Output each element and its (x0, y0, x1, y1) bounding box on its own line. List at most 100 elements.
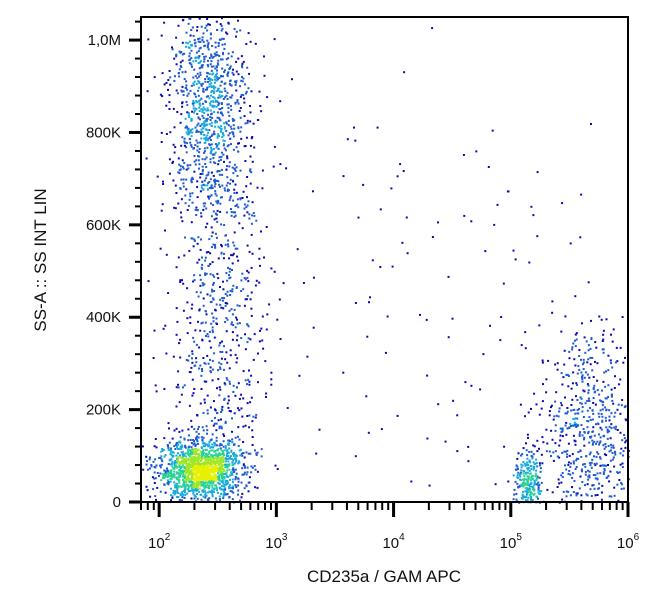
data-point (229, 354, 232, 357)
data-point (207, 131, 210, 134)
data-point (167, 422, 170, 425)
data-point (183, 486, 186, 488)
data-point (192, 491, 195, 494)
data-point (611, 451, 614, 454)
data-point (176, 490, 179, 493)
data-point (205, 118, 208, 121)
data-point (159, 490, 162, 493)
data-point (536, 171, 539, 174)
data-point (206, 64, 209, 66)
data-point (553, 415, 556, 418)
data-point (223, 297, 226, 300)
data-point (171, 437, 174, 440)
data-point (263, 256, 265, 259)
data-point (184, 87, 187, 89)
data-point (238, 110, 241, 112)
data-point (206, 486, 209, 489)
data-point (188, 55, 191, 58)
data-point (163, 21, 166, 24)
data-point (159, 247, 162, 250)
data-point (379, 208, 382, 211)
data-point (570, 387, 573, 390)
data-point (551, 311, 554, 314)
data-point (208, 197, 210, 200)
data-point (191, 353, 194, 355)
data-point (212, 320, 215, 323)
data-point (177, 72, 180, 75)
data-point (235, 454, 238, 457)
data-point (220, 306, 223, 309)
data-point (384, 351, 387, 354)
data-point (222, 452, 225, 455)
data-point (582, 358, 585, 361)
data-point (247, 271, 250, 274)
data-point (270, 378, 273, 381)
data-point (215, 475, 218, 478)
data-point (554, 400, 557, 403)
data-point (591, 418, 594, 421)
data-point (206, 46, 209, 49)
data-point (203, 401, 206, 404)
data-point (605, 419, 607, 422)
data-point (207, 264, 210, 267)
data-point (242, 464, 245, 467)
data-point (164, 476, 167, 479)
data-point (226, 279, 229, 282)
data-point (208, 238, 211, 241)
data-point (215, 460, 218, 463)
data-point (232, 68, 234, 71)
data-point (216, 272, 219, 275)
data-point (226, 32, 229, 35)
data-point (211, 331, 214, 334)
data-point (234, 394, 237, 397)
data-point (243, 101, 246, 104)
data-point (217, 163, 220, 166)
data-point (227, 111, 230, 114)
data-point (231, 288, 234, 291)
data-point (221, 466, 223, 469)
data-point (200, 238, 202, 241)
data-point (520, 483, 523, 486)
data-point (205, 494, 208, 497)
data-point (184, 479, 187, 482)
data-point (246, 471, 249, 474)
data-point (580, 371, 583, 374)
data-point (227, 460, 230, 463)
data-point (519, 475, 522, 478)
data-point (176, 446, 179, 448)
data-point (470, 220, 473, 223)
data-point (201, 165, 204, 168)
data-point (596, 472, 599, 475)
data-point (207, 80, 209, 83)
data-point (179, 492, 182, 495)
data-point (192, 488, 195, 491)
data-point (199, 173, 202, 175)
data-point (238, 222, 241, 225)
data-point (241, 75, 243, 78)
data-point (175, 55, 178, 58)
data-point (172, 489, 175, 492)
data-point (210, 60, 213, 63)
data-point (205, 380, 208, 383)
data-point (230, 214, 233, 217)
data-point (226, 302, 229, 305)
data-point (181, 499, 183, 502)
data-point (216, 444, 219, 447)
data-point (470, 384, 473, 387)
data-point (565, 468, 568, 471)
data-point (164, 454, 167, 456)
data-point (225, 317, 228, 319)
data-point (213, 474, 215, 477)
data-point (211, 297, 214, 300)
data-point (214, 67, 217, 70)
data-point (185, 455, 188, 458)
data-point (251, 201, 254, 204)
data-point (221, 114, 224, 117)
data-point (186, 42, 189, 45)
data-point (534, 472, 537, 475)
data-point (197, 122, 200, 125)
data-point (251, 444, 254, 446)
data-point (202, 188, 205, 191)
data-point (240, 407, 243, 410)
data-point (211, 486, 214, 489)
